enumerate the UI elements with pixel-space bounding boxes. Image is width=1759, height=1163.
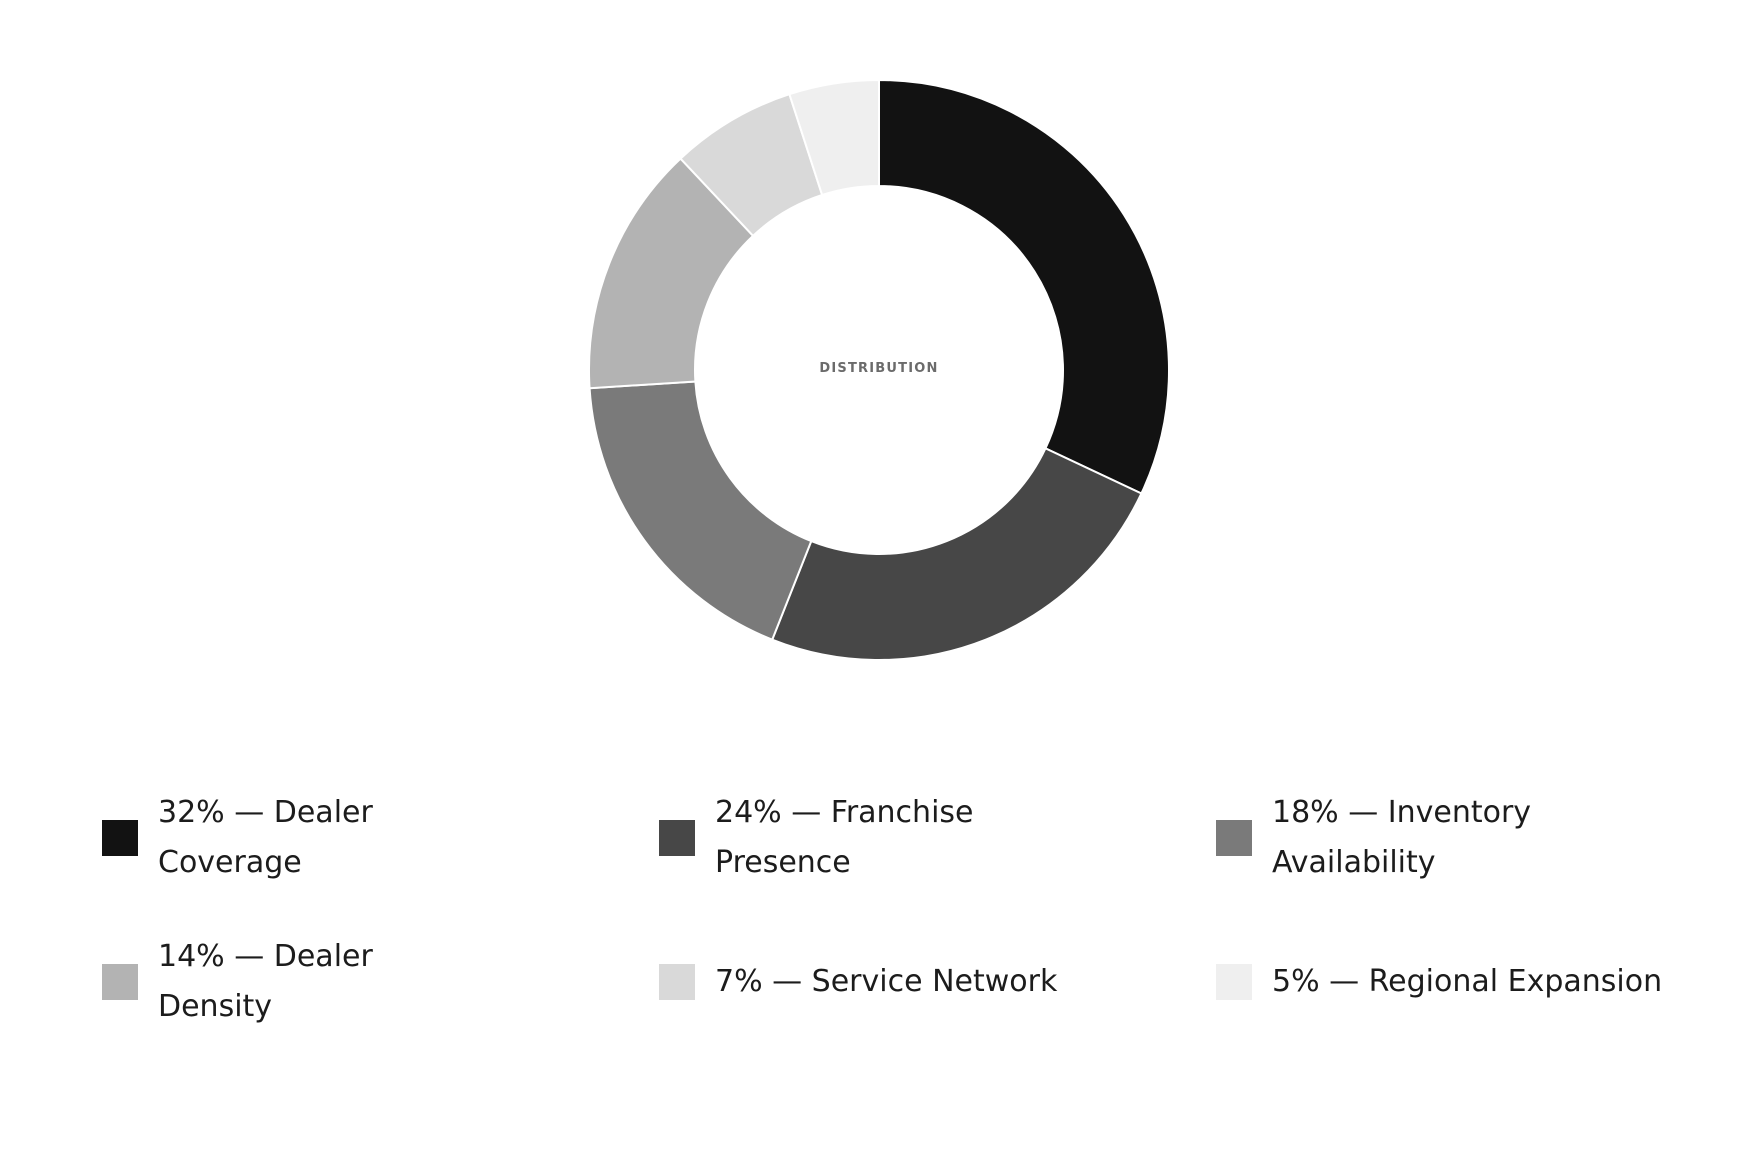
donut-slices (588, 78, 1170, 661)
donut-slice-regional-expansion (788, 78, 880, 197)
chart-legend: 32% — Dealer Coverage 24% — Franchise Pr… (102, 788, 1692, 1032)
legend-item-inventory-availability: 18% — Inventory Availability (1216, 788, 1692, 888)
legend-item-franchise-presence: 24% — Franchise Presence (659, 788, 1216, 888)
legend-swatch (1216, 820, 1252, 856)
legend-label: 24% — Franchise Presence (715, 795, 974, 880)
legend-label: 32% — Dealer Coverage (158, 795, 373, 880)
donut-center-label: DISTRIBUTION (819, 361, 938, 376)
donut-slice-dealer-coverage (878, 78, 1170, 495)
legend-swatch (659, 820, 695, 856)
legend-item-dealer-coverage: 32% — Dealer Coverage (102, 788, 659, 888)
legend-item-service-network: 7% — Service Network (659, 932, 1216, 1032)
legend-swatch (1216, 964, 1252, 1000)
legend-item-dealer-density: 14% — Dealer Density (102, 932, 659, 1032)
donut-chart: DISTRIBUTION (588, 78, 1170, 661)
legend-label: 5% — Regional Expansion (1272, 964, 1663, 999)
legend-label: 7% — Service Network (715, 964, 1058, 999)
legend-swatch (659, 964, 695, 1000)
donut-slice-franchise-presence (770, 447, 1143, 661)
legend-label: 18% — Inventory Availability (1272, 795, 1532, 880)
legend-label: 14% — Dealer Density (158, 939, 373, 1024)
legend-swatch (102, 964, 138, 1000)
legend-swatch (102, 820, 138, 856)
donut-slice-inventory-availability (588, 380, 813, 641)
legend-item-regional-expansion: 5% — Regional Expansion (1216, 932, 1692, 1032)
